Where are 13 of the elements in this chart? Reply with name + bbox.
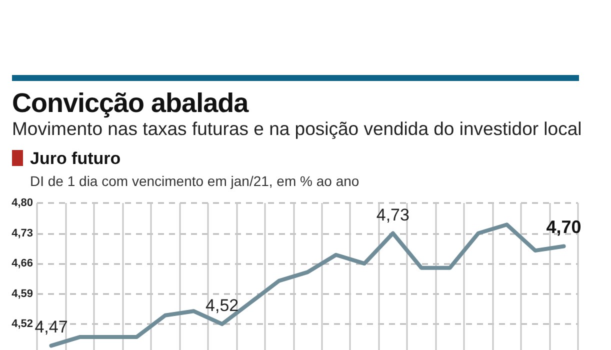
chart-title: Convicção abalada (12, 88, 248, 119)
chart-subtitle: Movimento nas taxas futuras e na posição vendida do investidor local (12, 118, 582, 140)
text: DI de 1 dia com vencimento em jan/21, em % ao ano (30, 173, 360, 189)
data-label: 4,70 (546, 217, 582, 238)
data-label: 4,52 (206, 296, 239, 316)
y-tick-label: 4,80 (12, 197, 33, 209)
data-label: 4,73 (376, 205, 410, 224)
data-label: 4,47 (34, 318, 68, 337)
y-tick-label: 4,52 (12, 318, 33, 330)
text: Juro futuro (30, 149, 121, 169)
y-tick-label: 4,73 (12, 227, 33, 240)
y-tick-label: 4,66 (12, 258, 33, 270)
y-tick-label: 4,59 (12, 288, 33, 300)
